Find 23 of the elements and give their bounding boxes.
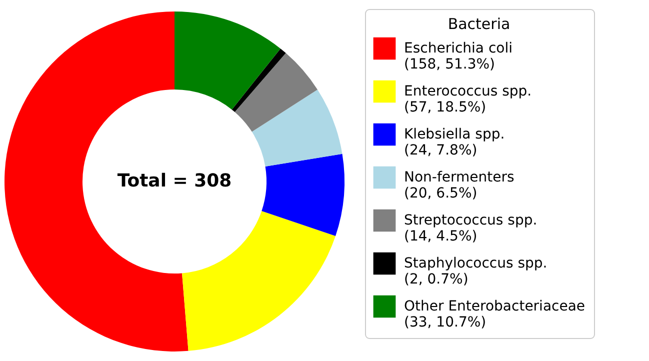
donut-slice [252, 90, 342, 167]
data-label: (2, 0.7%) [404, 272, 468, 288]
legend-label: Other Enterobacteriaceae [404, 298, 586, 314]
data-label: (33, 10.7%) [404, 314, 486, 330]
legend-label: Streptococcus spp. [404, 212, 538, 228]
legend-label: Enterococcus spp. [404, 84, 532, 100]
legend-title: Bacteria [448, 15, 510, 33]
data-label: (24, 7.8%) [404, 142, 478, 158]
donut-slice [234, 53, 318, 132]
data-label: (14, 4.5%) [404, 228, 478, 244]
text: Total = 308 [117, 170, 232, 192]
legend-label: Klebsiella spp. [404, 126, 505, 142]
donut-slice [174, 12, 280, 110]
legend-label: Staphylococcus spp. [404, 256, 548, 272]
legend-label: Non-fermenters [404, 170, 514, 186]
donut-slice [4, 12, 188, 352]
donut-slice [232, 48, 286, 112]
data-label: (57, 18.5%) [404, 100, 486, 116]
donut-slice [262, 154, 344, 236]
donut-slice [182, 211, 336, 351]
data-label: (158, 51.3%) [404, 56, 496, 72]
legend-label: Escherichia coli [404, 40, 512, 56]
data-label: (20, 6.5%) [404, 186, 478, 202]
